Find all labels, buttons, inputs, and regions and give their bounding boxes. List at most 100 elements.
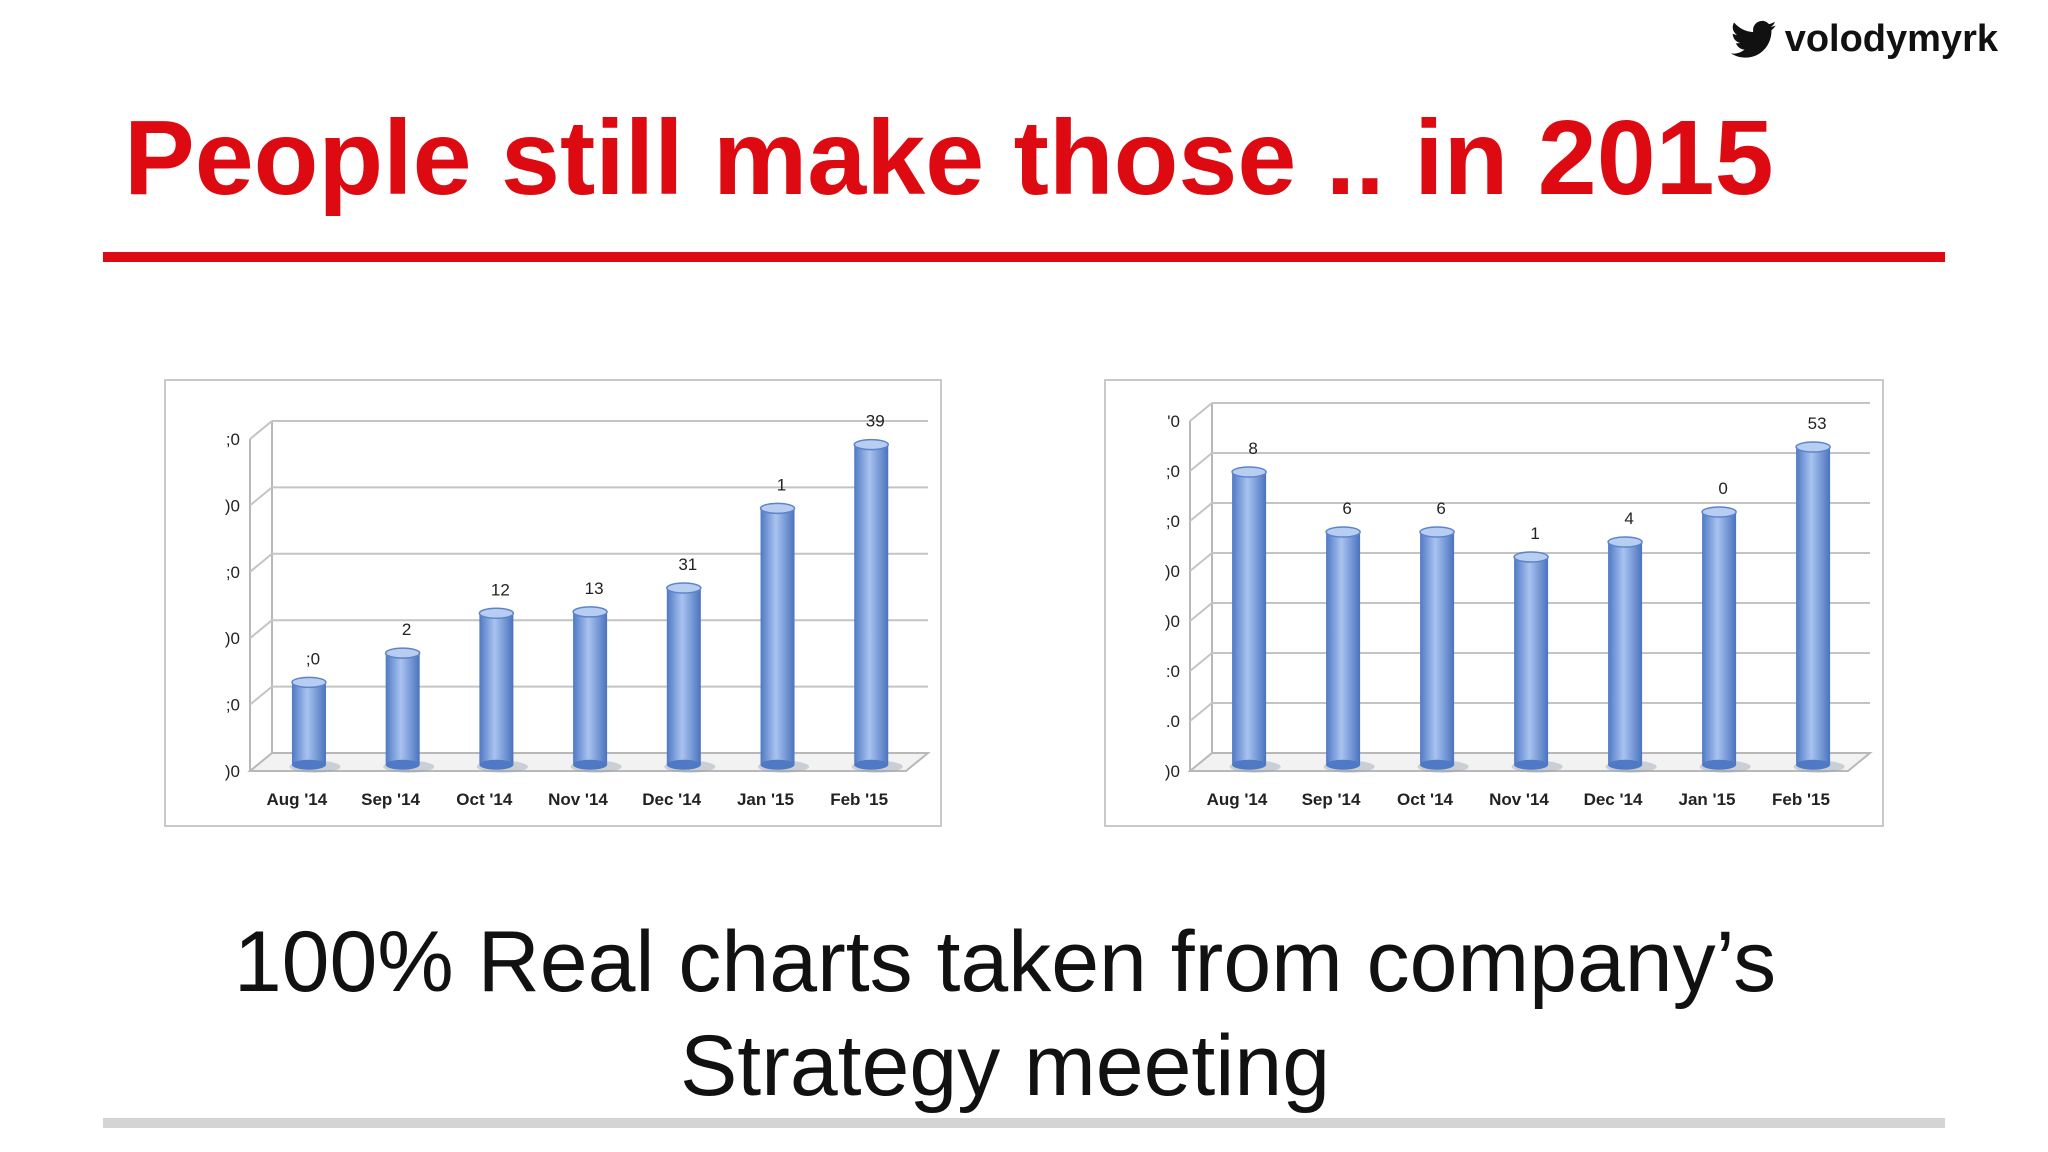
bar-base — [760, 759, 795, 770]
data-label: 0 — [1718, 479, 1727, 498]
bar-base — [854, 759, 889, 770]
bar-base — [291, 759, 326, 770]
y-tick-label: )0 — [1165, 612, 1180, 631]
bar-cap — [572, 606, 608, 618]
data-label: 6 — [1342, 499, 1351, 518]
data-label: 39 — [866, 412, 885, 431]
bar-base — [479, 759, 514, 770]
bar-cap — [759, 502, 796, 515]
bar-cap — [1513, 551, 1549, 563]
x-tick-label: Jan '15 — [1679, 790, 1736, 809]
bar-cap — [853, 438, 889, 451]
bar-base — [1514, 759, 1549, 770]
y-tick-label: )0 — [1165, 562, 1180, 581]
bar-base — [1326, 759, 1361, 770]
bar — [573, 611, 608, 765]
data-label: 31 — [678, 555, 697, 574]
footer-rule — [103, 1118, 1945, 1128]
gridline-diag — [1189, 502, 1213, 522]
data-label: 8 — [1248, 439, 1257, 458]
y-tick-label: ;0 — [226, 563, 240, 582]
bar — [1420, 532, 1455, 765]
x-tick-label: Sep '14 — [1302, 790, 1361, 809]
bar-base — [1232, 759, 1267, 770]
x-tick-label: Nov '14 — [1489, 790, 1549, 809]
bar — [760, 508, 795, 765]
bar — [385, 653, 420, 765]
bar — [479, 613, 514, 765]
bar-base — [1608, 759, 1643, 770]
bar — [291, 682, 326, 765]
gridline-diag — [249, 685, 273, 706]
chart-right: )0 .0 :0 )0 )0 ;0 ;0 '0 8 Aug '14 6 Sep '14 6 Oct '14… — [1104, 379, 1884, 827]
y-tick-label: ;0 — [1166, 462, 1180, 481]
y-tick-label: )0 — [1165, 762, 1180, 781]
y-tick-label: ;0 — [1166, 512, 1180, 531]
gridline-diag — [1189, 552, 1213, 572]
x-tick-label: Aug '14 — [1207, 790, 1268, 809]
x-tick-label: Dec '14 — [1584, 790, 1643, 809]
data-label: 12 — [491, 580, 510, 599]
data-label: 13 — [585, 579, 604, 598]
y-tick-label: )0 — [225, 629, 240, 648]
y-tick-label: .0 — [1166, 712, 1180, 731]
y-tick-label: )0 — [225, 496, 240, 515]
data-label: 4 — [1624, 509, 1633, 528]
bar-cap — [1419, 526, 1455, 538]
bar — [1232, 472, 1267, 765]
x-tick-label: Feb '15 — [830, 790, 888, 809]
bar — [1608, 542, 1643, 765]
data-label: 6 — [1436, 499, 1445, 518]
gridline-diag — [1189, 402, 1213, 422]
bar-cap — [1325, 526, 1361, 538]
gridline-diag — [249, 619, 273, 639]
slide-caption: 100% Real charts taken from company’s St… — [0, 910, 2010, 1118]
y-tick-label: '0 — [1167, 412, 1180, 431]
slide-title: People still make those .. in 2015 — [124, 99, 1774, 217]
gridline-diag — [1189, 602, 1213, 622]
bar — [1796, 447, 1831, 765]
x-tick-label: Oct '14 — [456, 790, 513, 809]
bar — [854, 444, 889, 765]
y-tick-label: ;0 — [226, 696, 240, 715]
y-tick-label: :0 — [1166, 662, 1180, 681]
bar-base — [1796, 759, 1831, 770]
gridline-diag — [1189, 702, 1213, 722]
twitter-handle[interactable]: volodymyrk — [1730, 18, 1998, 61]
gridline-diag — [249, 486, 273, 507]
gridline-diag — [249, 553, 273, 573]
bar-cap — [1795, 441, 1831, 453]
x-tick-label: Aug '14 — [266, 790, 327, 809]
twitter-handle-text: volodymyrk — [1784, 18, 1998, 60]
x-tick-label: Oct '14 — [1397, 790, 1454, 809]
bar-base — [1702, 759, 1737, 770]
x-tick-label: Dec '14 — [642, 790, 701, 809]
caption-line-1: 100% Real charts taken from company’s — [233, 914, 1777, 1010]
data-label: 53 — [1808, 414, 1827, 433]
twitter-bird-icon — [1730, 20, 1776, 58]
chart-right-svg: )0 .0 :0 )0 )0 ;0 ;0 '0 8 Aug '14 6 Sep '14 6 Oct '14… — [1165, 402, 1873, 809]
bar-cap — [384, 647, 421, 659]
data-label: ;0 — [306, 649, 320, 668]
bar-cap — [1607, 536, 1643, 548]
bar — [1514, 557, 1549, 765]
title-underline — [103, 252, 1945, 262]
x-tick-label: Feb '15 — [1772, 790, 1830, 809]
caption-line-2: Strategy meeting — [679, 1018, 1331, 1114]
bar — [1702, 512, 1737, 765]
y-tick-label: ;0 — [226, 430, 240, 449]
bar-base — [573, 759, 608, 770]
x-tick-label: Sep '14 — [361, 790, 420, 809]
bar-base — [666, 759, 701, 770]
bar-cap — [1701, 506, 1737, 518]
gridline-diag — [1189, 452, 1213, 472]
bar-base — [385, 759, 420, 770]
bar-cap — [666, 582, 702, 594]
gridline-diag — [1189, 652, 1213, 672]
data-label: 1 — [1530, 524, 1539, 543]
bar-base — [1420, 759, 1455, 770]
x-tick-label: Jan '15 — [737, 790, 794, 809]
chart-left: )0 ;0)0 ;0)0 ;0 ;0 Aug '14 2 Sep '14 12 Oct '14 13… — [164, 379, 942, 827]
gridline-diag — [249, 420, 273, 440]
